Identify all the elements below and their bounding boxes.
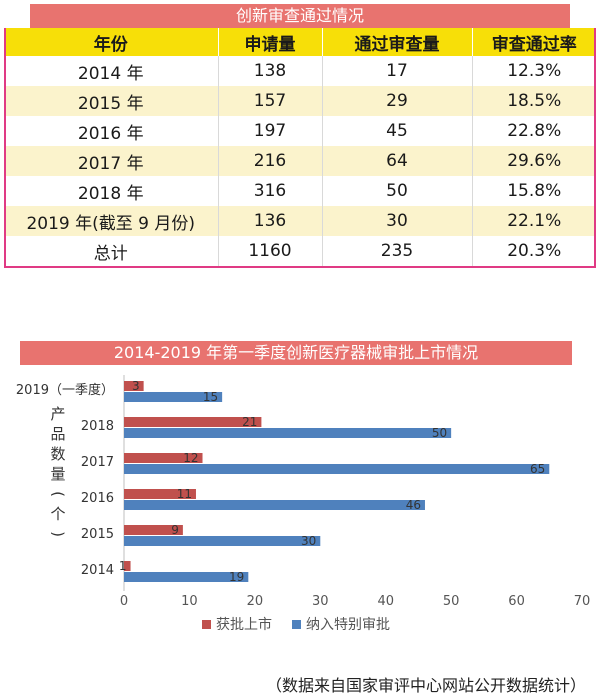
data-label: 19 xyxy=(229,570,244,584)
y-axis-label-char: ( xyxy=(49,491,67,497)
cell-rate: 20.3% xyxy=(471,236,596,266)
cell-rate: 29.6% xyxy=(471,146,596,176)
data-label: 9 xyxy=(171,523,179,537)
data-label: 1 xyxy=(119,559,127,573)
source-note: （数据来自国家审评中心网站公开数据统计） xyxy=(265,676,586,695)
table-row: 2018 年 316 50 15.8% xyxy=(4,176,596,206)
table-title: 创新审查通过情况 xyxy=(30,4,570,28)
bar-1 xyxy=(124,536,321,546)
data-label: 50 xyxy=(432,426,447,440)
bar-0 xyxy=(124,489,196,499)
y-axis-label-char: 数 xyxy=(50,445,65,463)
cell-year: 2018 年 xyxy=(77,183,144,204)
cell-year: 总计 xyxy=(93,243,128,264)
cell-year: 2016 年 xyxy=(77,123,144,144)
cell-applications: 136 xyxy=(217,206,322,236)
cell-year: 2014 年 xyxy=(77,63,144,84)
cell-approved: 64 xyxy=(321,146,472,176)
category-label: 2015 xyxy=(81,527,114,542)
cell-applications: 197 xyxy=(217,116,322,146)
bar-1 xyxy=(124,500,425,510)
bar-1 xyxy=(124,392,223,402)
cell-approved: 29 xyxy=(321,86,472,116)
bar-1 xyxy=(124,464,550,474)
bar-0 xyxy=(124,453,203,463)
x-tick-label: 70 xyxy=(574,594,591,609)
cell-applications: 138 xyxy=(217,56,322,86)
x-tick-label: 40 xyxy=(377,594,394,609)
cell-applications: 216 xyxy=(217,146,322,176)
legend-label: 获批上市 xyxy=(216,616,272,633)
y-axis-label-char: 量 xyxy=(50,465,65,483)
cell-approved: 45 xyxy=(321,116,472,146)
cell-approved: 30 xyxy=(321,206,472,236)
bar-0 xyxy=(124,525,183,535)
y-axis-label-char: 个 xyxy=(50,505,65,523)
table-row-total: 总计 1160 235 20.3% xyxy=(4,236,596,266)
category-label: 2019（一季度） xyxy=(16,382,114,398)
x-tick-label: 50 xyxy=(443,594,460,609)
data-label: 65 xyxy=(530,462,545,476)
cell-rate: 22.8% xyxy=(471,116,596,146)
cell-rate: 15.8% xyxy=(471,176,596,206)
cell-year: 2015 年 xyxy=(4,86,218,116)
data-label: 11 xyxy=(177,487,192,501)
bar-0 xyxy=(124,417,262,427)
data-label: 15 xyxy=(203,390,218,404)
data-label: 21 xyxy=(242,415,257,429)
category-label: 2016 xyxy=(81,491,114,506)
approval-data-table: 年份 申请量 通过审查量 审查通过率 2014 年 138 17 12.3% 2… xyxy=(4,28,596,266)
header-applications: 申请量 xyxy=(217,28,322,56)
bar-0 xyxy=(124,561,131,571)
y-axis-label-char: ) xyxy=(49,531,67,537)
header-approved: 通过审查量 xyxy=(321,28,472,56)
cell-rate: 18.5% xyxy=(471,86,596,116)
data-label: 12 xyxy=(183,451,198,465)
legend-swatch xyxy=(202,620,211,629)
table-row: 2014 年 138 17 12.3% xyxy=(4,56,596,86)
cell-applications: 1160 xyxy=(217,236,322,266)
bar-0 xyxy=(124,381,144,391)
table-bottom-border xyxy=(4,266,596,268)
table-header-row: 年份 申请量 通过审查量 审查通过率 xyxy=(4,28,596,56)
data-label: 46 xyxy=(406,498,421,512)
category-label: 2017 xyxy=(81,455,114,470)
bar-1 xyxy=(124,428,452,438)
table-row: 2019 年(截至 9 月份) 136 30 22.1% xyxy=(4,206,596,236)
cell-applications: 157 xyxy=(217,86,322,116)
cell-year: 2017 年 xyxy=(4,146,218,176)
data-label: 3 xyxy=(132,379,140,393)
table-row: 2017 年 216 64 29.6% xyxy=(4,146,596,176)
table-row: 2016 年 197 45 22.8% xyxy=(4,116,596,146)
x-tick-label: 60 xyxy=(508,594,525,609)
table-right-border xyxy=(594,28,596,266)
cell-applications: 316 xyxy=(217,176,322,206)
table-row: 2015 年 157 29 18.5% xyxy=(4,86,596,116)
chart-title: 2014-2019 年第一季度创新医疗器械审批上市情况 xyxy=(20,341,572,365)
category-label: 2014 xyxy=(81,563,114,578)
y-axis-label-char: 品 xyxy=(50,425,65,443)
cell-approved: 17 xyxy=(321,56,472,86)
bar-1 xyxy=(124,572,249,582)
header-rate: 审查通过率 xyxy=(471,28,596,56)
cell-rate: 22.1% xyxy=(471,206,596,236)
table-left-border xyxy=(4,28,6,266)
cell-rate: 12.3% xyxy=(471,56,596,86)
legend-swatch xyxy=(292,620,301,629)
x-tick-label: 30 xyxy=(312,594,329,609)
category-label: 2018 xyxy=(81,419,114,434)
approval-table: 创新审查通过情况 年份 申请量 通过审查量 审查通过率 2014 年 138 1… xyxy=(4,4,596,268)
cell-approved: 235 xyxy=(321,236,472,266)
x-tick-label: 20 xyxy=(247,594,264,609)
cell-year: 2019 年(截至 9 月份) xyxy=(4,206,218,236)
data-label: 30 xyxy=(301,534,316,548)
legend-label: 纳入特别审批 xyxy=(306,617,390,633)
x-tick-label: 10 xyxy=(181,594,198,609)
header-year: 年份 xyxy=(4,28,218,56)
y-axis-label-char: 产 xyxy=(50,405,65,423)
cell-approved: 50 xyxy=(321,176,472,206)
x-tick-label: 0 xyxy=(120,594,128,609)
